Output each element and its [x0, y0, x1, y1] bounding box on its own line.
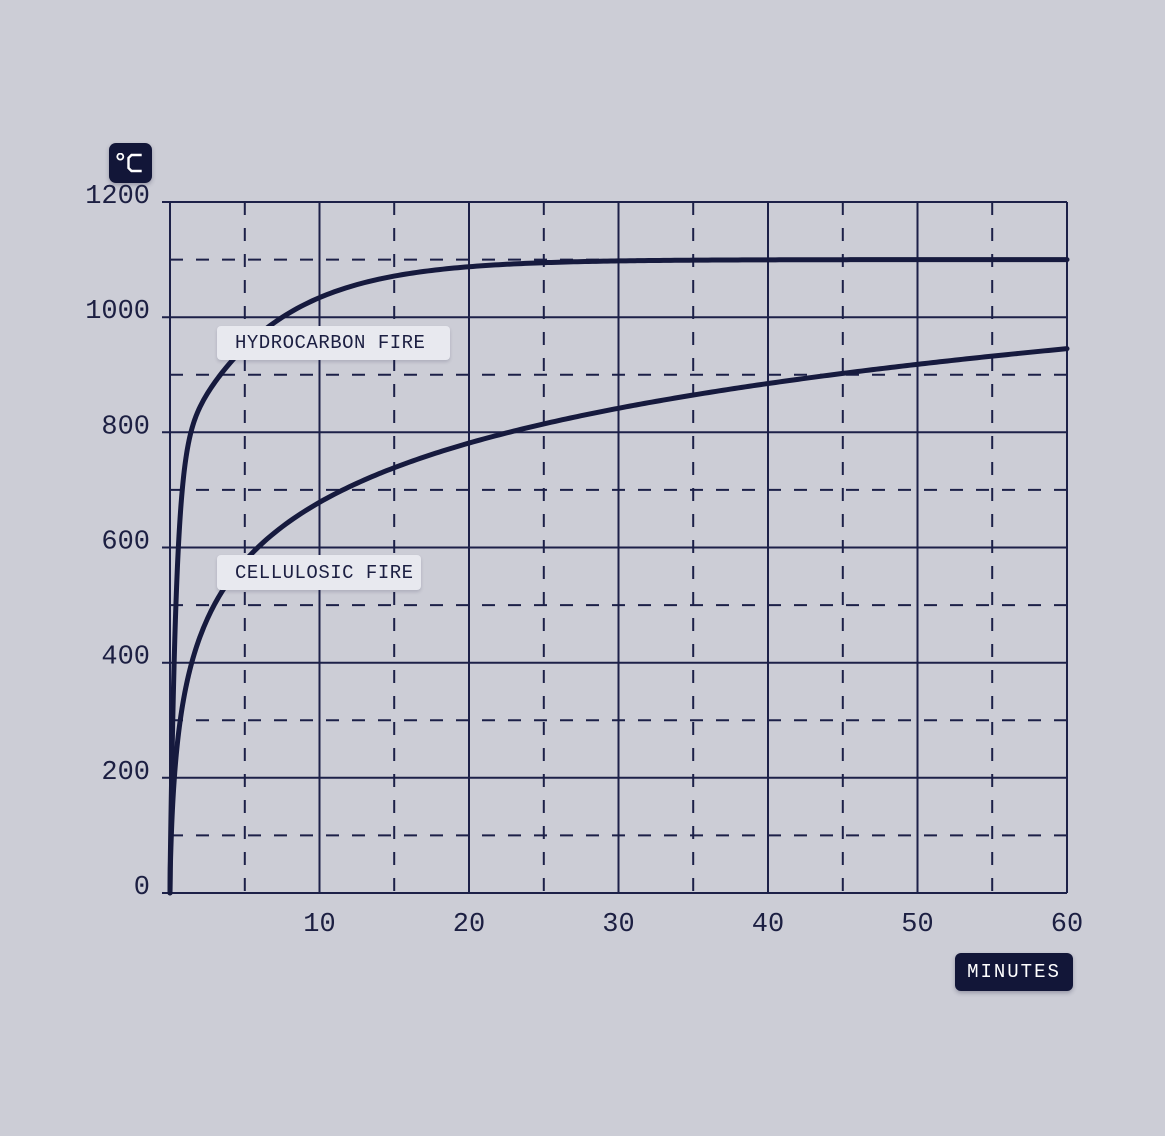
- svg-text:200: 200: [101, 758, 150, 788]
- svg-text:60: 60: [1051, 910, 1083, 940]
- svg-text:600: 600: [101, 528, 150, 558]
- svg-text:1000: 1000: [85, 297, 150, 327]
- svg-text:50: 50: [901, 910, 933, 940]
- svg-text:40: 40: [752, 910, 784, 940]
- svg-text:10: 10: [303, 910, 335, 940]
- svg-text:0: 0: [134, 873, 150, 903]
- svg-text:800: 800: [101, 412, 150, 442]
- svg-text:1200: 1200: [85, 182, 150, 212]
- svg-text:400: 400: [101, 643, 150, 673]
- svg-text:20: 20: [453, 910, 485, 940]
- svg-text:30: 30: [602, 910, 634, 940]
